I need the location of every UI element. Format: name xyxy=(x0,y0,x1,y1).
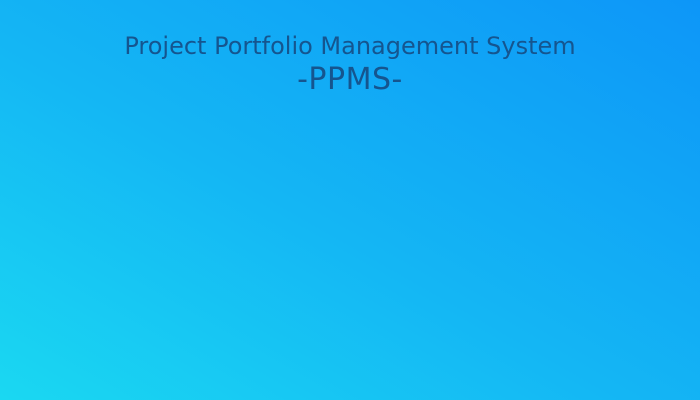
system-acronym: -PPMS- xyxy=(297,62,403,97)
app-header: Project Portfolio Management System -PPM… xyxy=(0,0,700,99)
system-title: Project Portfolio Management System xyxy=(124,32,576,60)
